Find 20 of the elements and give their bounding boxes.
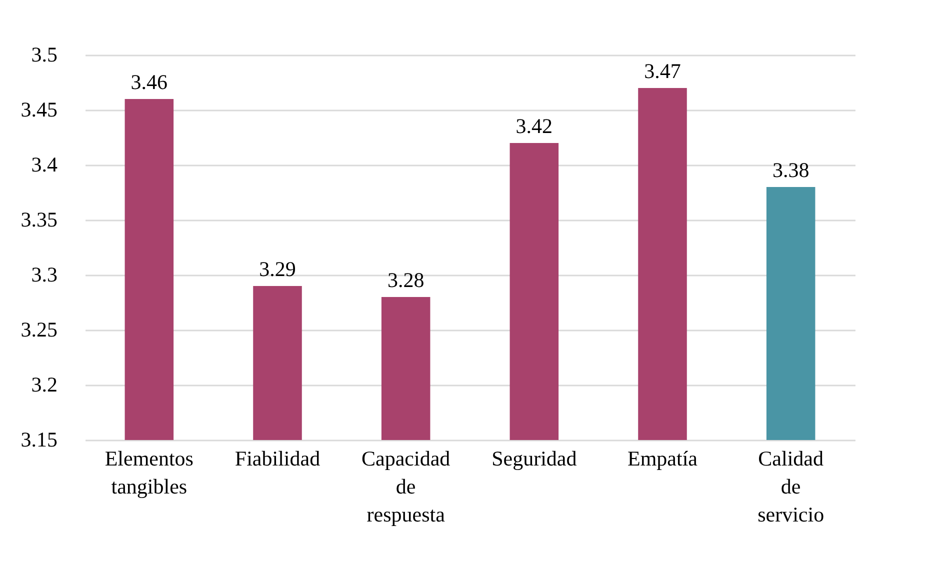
x-tick-label: Elementos tangibles — [104, 446, 194, 498]
y-tick-label: 3.15 — [20, 428, 58, 452]
data-label: 3.47 — [644, 59, 681, 83]
y-tick-label: 3.45 — [20, 98, 58, 122]
data-label: 3.28 — [387, 268, 424, 292]
y-tick-label: 3.5 — [31, 42, 58, 66]
x-tick-label: Empatía — [628, 446, 698, 470]
x-tick-label: Fiabilidad — [234, 446, 321, 470]
x-tick-label: Calidad de servicio — [758, 446, 824, 526]
y-tick-label: 3.4 — [31, 152, 58, 176]
data-label: 3.46 — [130, 70, 168, 94]
data-label: 3.38 — [772, 158, 810, 182]
y-tick-label: 3.25 — [20, 318, 58, 342]
x-tick-label: Seguridad — [492, 446, 578, 470]
y-tick-label: 3.2 — [31, 372, 58, 396]
x-tick-label: Capacidad de respuesta — [362, 446, 451, 526]
data-label: 3.29 — [259, 257, 296, 281]
y-tick-label: 3.3 — [31, 262, 58, 286]
data-label: 3.42 — [516, 114, 553, 138]
y-tick-label: 3.35 — [20, 208, 58, 232]
